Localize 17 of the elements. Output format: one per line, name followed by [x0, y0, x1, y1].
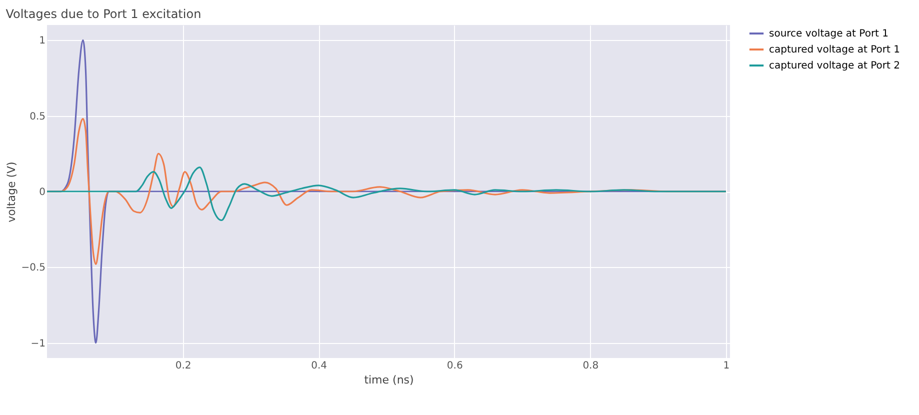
x-axis-title: time (ns)	[364, 374, 414, 386]
y-tick-label: −1	[30, 338, 46, 350]
y-tick-label: 0	[39, 187, 46, 198]
y-axis-title: voltage (V)	[5, 162, 18, 222]
x-tick-label: 0.2	[175, 360, 192, 372]
x-tick-label: 0.8	[582, 360, 599, 372]
x-tick-label: 1	[723, 360, 730, 372]
x-tick-label: 0.4	[311, 360, 328, 372]
y-tick-label: 0.5	[30, 111, 46, 122]
y-tick-label: 1	[39, 36, 46, 47]
line-series	[46, 166, 727, 222]
legend-label: captured voltage at Port 1	[769, 44, 900, 56]
y-tick-label: −0.5	[21, 262, 46, 274]
legend-label: captured voltage at Port 2	[769, 60, 900, 72]
x-tick-label: 0.6	[446, 360, 463, 372]
chart-title: Voltages due to Port 1 excitation	[6, 7, 202, 21]
legend-label: source voltage at Port 1	[769, 28, 889, 40]
